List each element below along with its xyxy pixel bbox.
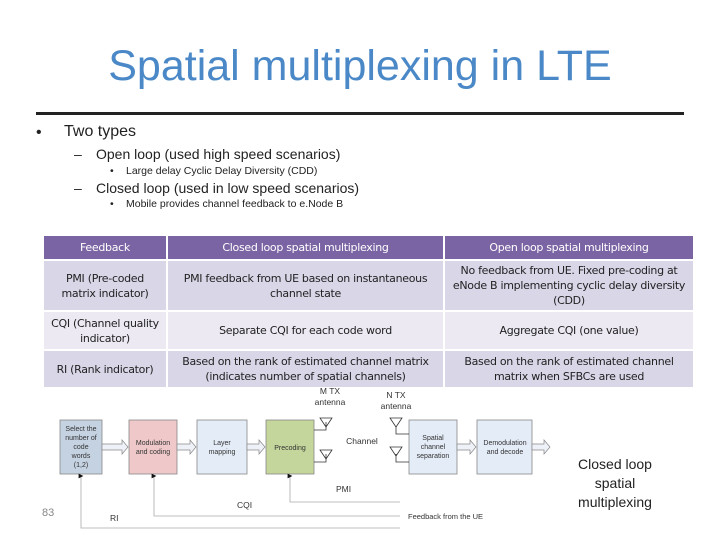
spatial-separation-block: [408, 419, 458, 475]
table-header-row: Feedback Closed loop spatial multiplexin…: [42, 234, 695, 261]
block-label: words: [71, 453, 91, 460]
table-cell: RI (Rank indicator): [42, 349, 168, 389]
table-cell: Separate CQI for each code word: [166, 310, 445, 351]
diagram-caption: Closed loop spatial multiplexing: [578, 456, 652, 510]
block-label: separation: [417, 453, 450, 460]
page-number: 83: [42, 507, 55, 519]
feedback-lines: [78, 473, 400, 529]
table-cell: No feedback from UE. Fixed pre-coding at…: [443, 259, 695, 312]
table-header: Closed loop spatial multiplexing: [166, 234, 445, 261]
block-label: Modulation: [136, 440, 170, 447]
feedback-table: Feedback Closed loop spatial multiplexin…: [42, 234, 695, 389]
precoding-block: [265, 419, 315, 475]
block-label: mapping: [209, 449, 236, 456]
table-cell: Aggregate CQI (one value): [443, 310, 695, 351]
bullet-text: Large delay Cyclic Delay Diversity (CDD): [126, 165, 318, 177]
block-label: Select the: [65, 426, 96, 433]
feedback-label: Feedback from the UE: [408, 512, 483, 521]
table-header: Feedback: [42, 234, 168, 261]
antenna-icons: [314, 417, 409, 463]
n-tx-label: N TX: [386, 390, 406, 400]
m-tx-label: M TX: [320, 386, 340, 396]
bullet-text: Mobile provides channel feedback to e.No…: [126, 198, 344, 210]
pmi-label: PMI: [336, 484, 351, 494]
demodulation-block: [476, 419, 533, 475]
block-label: Precoding: [274, 445, 306, 452]
bullet-icon: •: [110, 198, 114, 210]
block-label: channel: [421, 444, 446, 451]
channel-label: Channel: [346, 436, 378, 446]
layer-mapping-block: [196, 419, 248, 475]
bullet-text: Open loop (used high speed scenarios): [96, 146, 341, 162]
table-header: Open loop spatial multiplexing: [443, 234, 695, 261]
dash-icon: –: [74, 180, 82, 196]
table-cell: PMI feedback from UE based on instantane…: [166, 259, 445, 312]
block-label: and decode: [487, 449, 524, 456]
block-label: Demodulation: [483, 440, 526, 447]
n-tx-label: antenna: [381, 401, 412, 411]
modulation-block: [128, 419, 178, 475]
table-cell: CQI (Channel quality indicator): [42, 310, 168, 351]
table-row: PMI (Pre-coded matrix indicator) PMI fee…: [42, 259, 695, 312]
block-label: (1,2): [74, 462, 88, 469]
table-cell: Based on the rank of estimated channel m…: [166, 349, 445, 389]
block-label: Spatial: [422, 435, 444, 442]
select-codewords-block: [59, 419, 103, 475]
dash-icon: –: [74, 146, 82, 162]
block-label: code: [73, 444, 88, 451]
block-label: number of: [65, 435, 97, 442]
table-row: CQI (Channel quality indicator) Separate…: [42, 310, 695, 351]
slide-title: Spatial multiplexing in LTE: [108, 42, 612, 90]
bullet-icon: •: [36, 124, 42, 141]
flow-arrows: [101, 439, 551, 455]
cqi-label: CQI: [237, 500, 252, 510]
block-label: Layer: [213, 440, 231, 447]
table-row: RI (Rank indicator) Based on the rank of…: [42, 349, 695, 389]
title-divider: [36, 112, 684, 115]
ri-label: RI: [110, 513, 119, 523]
bullet-text: Two types: [64, 123, 137, 140]
block-label: and coding: [136, 449, 170, 456]
bullet-text: Closed loop (used in low speed scenarios…: [96, 180, 360, 196]
table-cell: Based on the rank of estimated channel m…: [443, 349, 695, 389]
table-cell: PMI (Pre-coded matrix indicator): [42, 259, 168, 312]
bullet-icon: •: [110, 165, 114, 177]
m-tx-label: antenna: [315, 397, 346, 407]
